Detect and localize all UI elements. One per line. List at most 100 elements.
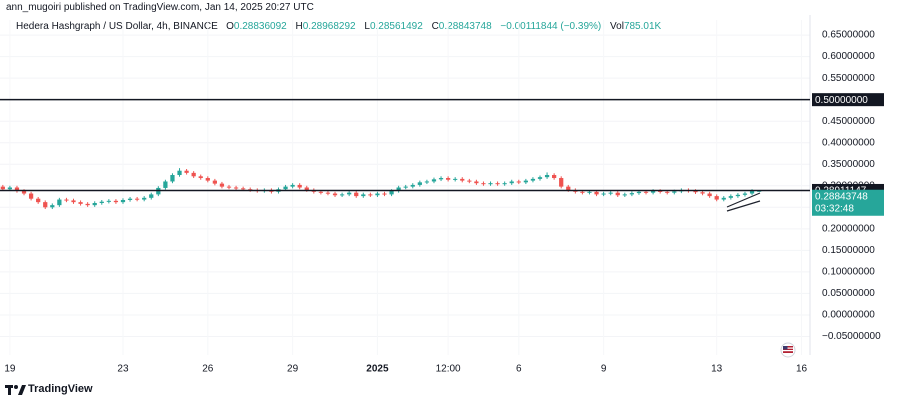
candle-body [290, 184, 295, 187]
candle-body [721, 197, 726, 200]
candle-body [297, 184, 302, 188]
candle-body [219, 183, 225, 187]
price-label-box [812, 93, 884, 107]
y-tick-label: −0.05000000 [822, 331, 881, 342]
candle-body [601, 193, 606, 195]
candle-body [149, 194, 154, 198]
x-tick-label: 29 [287, 364, 299, 375]
candle-body [389, 190, 394, 195]
channel-line [726, 192, 761, 208]
flag-icon [780, 342, 796, 358]
candle-body [347, 192, 352, 195]
y-tick-label: 0.10000000 [822, 267, 875, 278]
candle-body [325, 192, 331, 194]
candle-body [50, 205, 55, 208]
brand-name: TradingView [28, 383, 93, 395]
candle-body [163, 181, 168, 188]
x-tick-label: 13 [711, 364, 723, 375]
y-tick-label: 0.00000000 [822, 310, 875, 321]
candle-body [523, 180, 528, 183]
x-tick-label: 12:00 [436, 364, 461, 375]
close-key: C [431, 21, 439, 32]
candle-body [14, 187, 20, 191]
candle-body [184, 170, 189, 173]
candle-body [241, 188, 246, 190]
candle-body [332, 193, 338, 196]
low-key: L [364, 21, 370, 32]
candle-body [431, 179, 437, 182]
open-key: O [226, 21, 234, 32]
candle-body [615, 192, 620, 196]
chart: −0.05000000 0.00000000 0.05000000 0.1000000… [0, 15, 884, 375]
candle-body [438, 178, 444, 180]
candle-body [537, 177, 543, 179]
candle-body [650, 190, 656, 193]
candle-body [177, 170, 182, 176]
candle-body [57, 199, 62, 206]
author-line: ann_mugoiri published on TradingView.com… [6, 2, 314, 13]
candle-body [707, 193, 712, 197]
y-tick-label: 0.60000000 [822, 51, 875, 62]
candle-body [99, 201, 104, 204]
candle-body [756, 190, 762, 192]
candle-body [283, 186, 288, 190]
candle-body [28, 193, 34, 199]
candle-body [318, 191, 324, 193]
candle-body [375, 193, 380, 196]
candle-body [445, 178, 451, 180]
high-value: 0.28968292 [302, 21, 356, 32]
candle-body [85, 203, 90, 206]
open-value: 0.28836092 [233, 21, 287, 32]
candle-body [205, 178, 210, 181]
x-tick-label: 19 [4, 364, 16, 375]
last-price-label: 0.28843748 [815, 191, 868, 202]
candle-body [368, 194, 373, 196]
brand-logo [5, 385, 26, 395]
candle-body [410, 184, 415, 187]
candle-body [516, 181, 521, 183]
candle-body [36, 198, 41, 203]
candle-body [212, 180, 217, 184]
candle-body [382, 193, 387, 195]
candle-body [488, 183, 493, 185]
candle-body [460, 178, 465, 181]
candle-body [693, 190, 698, 193]
candle-body [608, 192, 613, 194]
candle-body [403, 186, 408, 188]
candle-body [587, 191, 592, 193]
candle-body [233, 187, 239, 189]
volume-value: 785.01K [623, 21, 662, 32]
candle-body [658, 190, 663, 192]
candle-body [474, 181, 479, 184]
close-value: 0.28843748 [438, 21, 492, 32]
x-tick-label: 16 [796, 364, 808, 375]
change-value: −0.00111844 (−0.39%) [500, 21, 602, 32]
high-key: H [295, 21, 303, 32]
candle-body [304, 187, 309, 191]
candle-body [636, 191, 642, 194]
candle-body [509, 181, 514, 184]
symbol-title: Hedera Hashgraph / US Dollar, 4h, BINANC… [16, 21, 218, 32]
candle-body [106, 200, 111, 202]
x-tick-label: 2025 [366, 364, 389, 375]
candle-body [742, 193, 748, 195]
y-tick-label: 0.20000000 [822, 223, 875, 234]
x-tick-label: 26 [202, 364, 214, 375]
candle-body [113, 200, 119, 203]
candle-body [481, 183, 486, 185]
x-tick-label: 6 [516, 364, 522, 375]
candle-body [78, 202, 83, 204]
symbol-legend: Hedera Hashgraph / US Dollar, 4h, BINANC… [16, 21, 667, 32]
y-tick-label: 0.55000000 [822, 73, 875, 84]
x-tick-label: 9 [601, 364, 607, 375]
y-tick-label: 0.15000000 [822, 245, 875, 256]
candle-body [226, 186, 232, 188]
countdown-label: 03:32:48 [815, 203, 854, 214]
candle-body [127, 198, 133, 200]
candle-body [559, 178, 564, 187]
candle-body [64, 199, 69, 201]
candle-body [7, 187, 13, 190]
y-tick-label: 0.45000000 [822, 116, 875, 127]
last-price-box [812, 189, 884, 216]
